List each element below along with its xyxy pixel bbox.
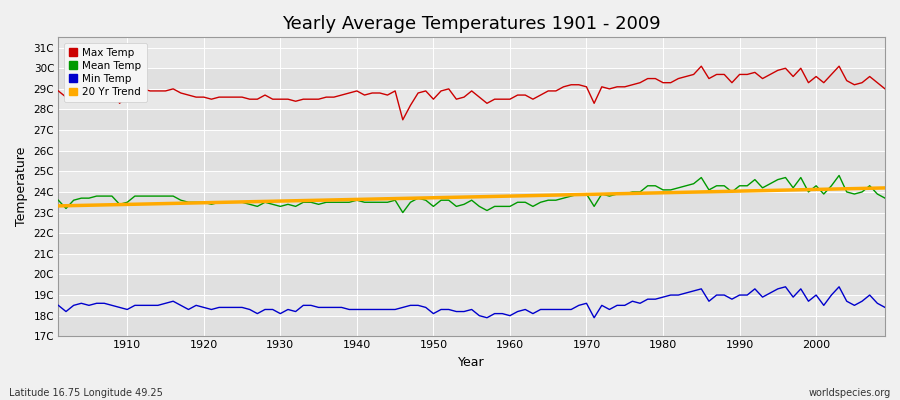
Text: Latitude 16.75 Longitude 49.25: Latitude 16.75 Longitude 49.25: [9, 388, 163, 398]
Text: worldspecies.org: worldspecies.org: [809, 388, 891, 398]
Bar: [58, 316, 885, 336]
Bar: [58, 151, 885, 171]
Bar: [58, 130, 885, 151]
Bar: [58, 295, 885, 316]
Bar: [58, 171, 885, 192]
Bar: [58, 212, 885, 233]
Bar: [58, 192, 885, 212]
Bar: [58, 68, 885, 89]
Title: Yearly Average Temperatures 1901 - 2009: Yearly Average Temperatures 1901 - 2009: [283, 15, 661, 33]
Bar: [58, 274, 885, 295]
X-axis label: Year: Year: [458, 356, 485, 369]
Y-axis label: Temperature: Temperature: [15, 147, 28, 226]
Bar: [58, 110, 885, 130]
Bar: [58, 89, 885, 110]
Legend: Max Temp, Mean Temp, Min Temp, 20 Yr Trend: Max Temp, Mean Temp, Min Temp, 20 Yr Tre…: [64, 42, 147, 102]
Bar: [58, 254, 885, 274]
Bar: [58, 48, 885, 68]
Bar: [58, 233, 885, 254]
